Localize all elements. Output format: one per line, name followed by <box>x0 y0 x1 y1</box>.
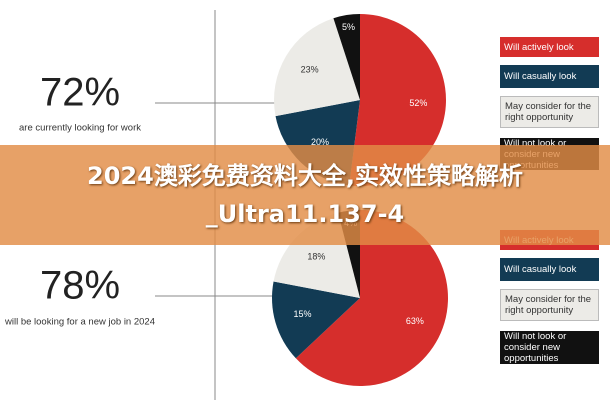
legend-entry: May consider for the right opportunity <box>500 96 599 128</box>
slice-label: 52% <box>409 98 427 108</box>
headline: 78% <box>40 264 120 308</box>
caption: will be looking for a new job in 2024 <box>4 317 155 328</box>
slice-label: 63% <box>406 316 424 326</box>
banner: 2024澳彩免费资料大全,实效性策略解析_Ultra11.137-4 <box>0 145 610 245</box>
caption: are currently looking for work <box>19 123 141 134</box>
slice-label: 20% <box>311 137 329 147</box>
pie-slice <box>274 18 360 117</box>
legend-entry: Will casually look <box>500 258 599 281</box>
pie-slice <box>349 14 446 186</box>
legend-entry: May consider for the right opportunity <box>500 289 599 321</box>
pie-slice <box>272 281 360 359</box>
legend-entry: Will not look or consider new opportunit… <box>500 331 599 364</box>
slice-label: 15% <box>294 309 312 319</box>
slice-label: 18% <box>307 251 325 261</box>
slice-label: 5% <box>342 22 355 32</box>
slice-label: 23% <box>301 65 319 75</box>
pie-slice <box>333 14 360 100</box>
pie-slice <box>295 210 448 386</box>
legend-entry: Will casually look <box>500 65 599 88</box>
headline: 72% <box>40 71 120 115</box>
banner-text: 2024澳彩免费资料大全,实效性策略解析_Ultra11.137-4 <box>87 162 523 228</box>
legend-entry: Will actively look <box>500 37 599 57</box>
